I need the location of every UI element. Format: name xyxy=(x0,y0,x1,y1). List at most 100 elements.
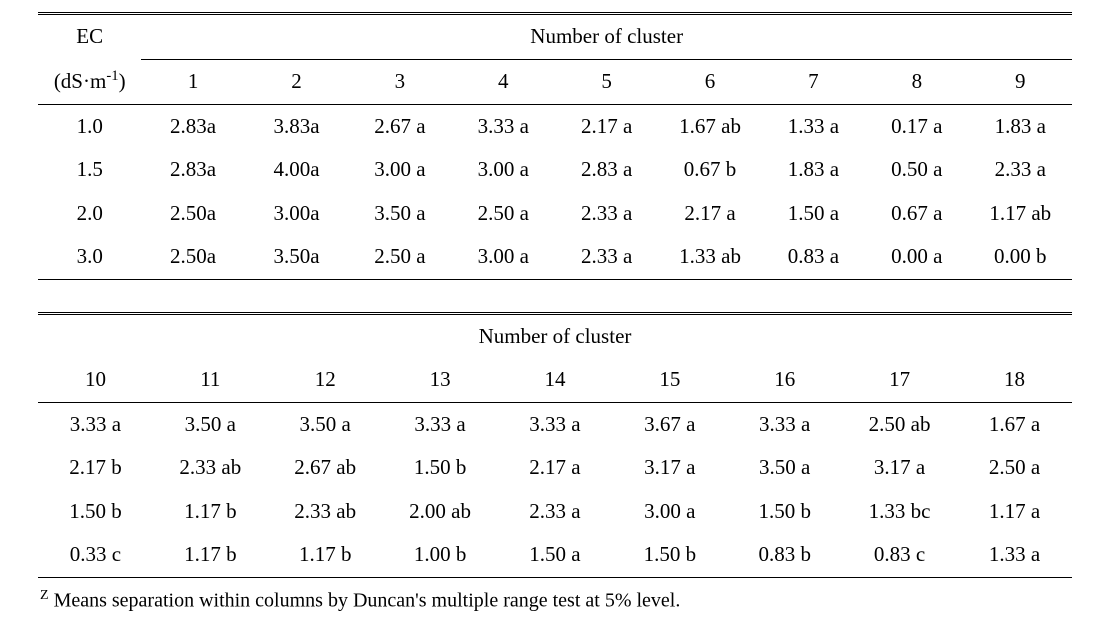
t2-r3-c9: 1.17 a xyxy=(957,490,1072,534)
t2-col-10: 10 xyxy=(38,358,153,402)
t1-span-header: Number of cluster xyxy=(141,14,1072,60)
t1-r4-c9: 0.00 b xyxy=(969,235,1072,279)
t1-r1-c9: 1.83 a xyxy=(969,104,1072,148)
t2-r1-c1: 3.33 a xyxy=(38,402,153,446)
t1-col-8: 8 xyxy=(865,59,968,104)
t2-r2-c9: 2.50 a xyxy=(957,446,1072,490)
t2-r2-c2: 2.33 ab xyxy=(153,446,268,490)
footnote: Z Means separation within columns by Dun… xyxy=(38,588,1072,613)
t2-r3-c4: 2.00 ab xyxy=(383,490,498,534)
t1-r1-c5: 2.17 a xyxy=(555,104,658,148)
t1-col-1: 1 xyxy=(141,59,244,104)
t1-r4-c8: 0.00 a xyxy=(865,235,968,279)
t1-r3-c4: 2.50 a xyxy=(452,192,555,236)
table-gap xyxy=(38,280,1072,312)
t1-ec-unit: (dS·m-1) xyxy=(38,59,141,104)
t1-r1-c4: 3.33 a xyxy=(452,104,555,148)
t2-r1-c3: 3.50 a xyxy=(268,402,383,446)
t1-col-9: 9 xyxy=(969,59,1072,104)
t1-r2-c9: 2.33 a xyxy=(969,148,1072,192)
t2-r4-c5: 1.50 a xyxy=(498,533,613,577)
t1-r3-c2: 3.00a xyxy=(245,192,348,236)
t2-r2-c5: 2.17 a xyxy=(498,446,613,490)
table-1: EC Number of cluster (dS·m-1) 1 2 3 4 5 … xyxy=(38,12,1072,280)
t1-r3-c7: 1.50 a xyxy=(762,192,865,236)
t1-r1-ec: 1.0 xyxy=(38,104,141,148)
t2-r2-c6: 3.17 a xyxy=(612,446,727,490)
t2-r1-c6: 3.67 a xyxy=(612,402,727,446)
t2-r4-c1: 0.33 c xyxy=(38,533,153,577)
t1-r2-c7: 1.83 a xyxy=(762,148,865,192)
t1-ec-label: EC xyxy=(38,14,141,60)
t1-r3-ec: 2.0 xyxy=(38,192,141,236)
t1-r2-c3: 3.00 a xyxy=(348,148,451,192)
t2-r3-c8: 1.33 bc xyxy=(842,490,957,534)
t2-r2-c1: 2.17 b xyxy=(38,446,153,490)
t1-r2-ec: 1.5 xyxy=(38,148,141,192)
t1-col-4: 4 xyxy=(452,59,555,104)
t1-r2-c6: 0.67 b xyxy=(658,148,761,192)
t2-r1-c7: 3.33 a xyxy=(727,402,842,446)
t2-span-header: Number of cluster xyxy=(38,313,1072,358)
t2-r3-c5: 2.33 a xyxy=(498,490,613,534)
t1-r2-c8: 0.50 a xyxy=(865,148,968,192)
t1-r1-c2: 3.83a xyxy=(245,104,348,148)
table-2: Number of cluster 10 11 12 13 14 15 16 1… xyxy=(38,312,1072,578)
t1-r4-c5: 2.33 a xyxy=(555,235,658,279)
t1-r3-c9: 1.17 ab xyxy=(969,192,1072,236)
t2-r3-c7: 1.50 b xyxy=(727,490,842,534)
t1-r3-c1: 2.50a xyxy=(141,192,244,236)
table-row: 3.33 a 3.50 a 3.50 a 3.33 a 3.33 a 3.67 … xyxy=(38,402,1072,446)
t2-col-17: 17 xyxy=(842,358,957,402)
t1-col-2: 2 xyxy=(245,59,348,104)
t2-r4-c6: 1.50 b xyxy=(612,533,727,577)
t1-r1-c8: 0.17 a xyxy=(865,104,968,148)
t2-r4-c2: 1.17 b xyxy=(153,533,268,577)
t1-col-6: 6 xyxy=(658,59,761,104)
t2-r3-c1: 1.50 b xyxy=(38,490,153,534)
table-row: 1.5 2.83a 4.00a 3.00 a 3.00 a 2.83 a 0.6… xyxy=(38,148,1072,192)
t2-col-18: 18 xyxy=(957,358,1072,402)
t1-col-5: 5 xyxy=(555,59,658,104)
t1-r3-c6: 2.17 a xyxy=(658,192,761,236)
t2-r1-c9: 1.67 a xyxy=(957,402,1072,446)
t2-col-11: 11 xyxy=(153,358,268,402)
t2-r4-c8: 0.83 c xyxy=(842,533,957,577)
t2-r2-c7: 3.50 a xyxy=(727,446,842,490)
t2-r4-c9: 1.33 a xyxy=(957,533,1072,577)
t2-r1-c8: 2.50 ab xyxy=(842,402,957,446)
t2-r2-c3: 2.67 ab xyxy=(268,446,383,490)
t2-body: 3.33 a 3.50 a 3.50 a 3.33 a 3.33 a 3.67 … xyxy=(38,402,1072,577)
t1-r2-c2: 4.00a xyxy=(245,148,348,192)
t1-r1-c3: 2.67 a xyxy=(348,104,451,148)
t2-r2-c4: 1.50 b xyxy=(383,446,498,490)
table-row: 2.17 b 2.33 ab 2.67 ab 1.50 b 2.17 a 3.1… xyxy=(38,446,1072,490)
t1-r2-c1: 2.83a xyxy=(141,148,244,192)
t1-col-7: 7 xyxy=(762,59,865,104)
t2-r1-c4: 3.33 a xyxy=(383,402,498,446)
t2-r3-c6: 3.00 a xyxy=(612,490,727,534)
t1-r2-c4: 3.00 a xyxy=(452,148,555,192)
t2-r4-c4: 1.00 b xyxy=(383,533,498,577)
t1-r4-c4: 3.00 a xyxy=(452,235,555,279)
t2-col-14: 14 xyxy=(498,358,613,402)
t2-r1-c5: 3.33 a xyxy=(498,402,613,446)
t1-r4-c6: 1.33 ab xyxy=(658,235,761,279)
t1-r3-c3: 3.50 a xyxy=(348,192,451,236)
t1-r4-c7: 0.83 a xyxy=(762,235,865,279)
t1-r1-c6: 1.67 ab xyxy=(658,104,761,148)
t2-r4-c3: 1.17 b xyxy=(268,533,383,577)
t1-r2-c5: 2.83 a xyxy=(555,148,658,192)
table-row: 2.0 2.50a 3.00a 3.50 a 2.50 a 2.33 a 2.1… xyxy=(38,192,1072,236)
t1-r3-c5: 2.33 a xyxy=(555,192,658,236)
table-row: 1.0 2.83a 3.83a 2.67 a 3.33 a 2.17 a 1.6… xyxy=(38,104,1072,148)
t2-col-12: 12 xyxy=(268,358,383,402)
t2-r2-c8: 3.17 a xyxy=(842,446,957,490)
t2-r3-c3: 2.33 ab xyxy=(268,490,383,534)
t2-col-16: 16 xyxy=(727,358,842,402)
t1-body: 1.0 2.83a 3.83a 2.67 a 3.33 a 2.17 a 1.6… xyxy=(38,104,1072,279)
table-row: 1.50 b 1.17 b 2.33 ab 2.00 ab 2.33 a 3.0… xyxy=(38,490,1072,534)
t1-r1-c7: 1.33 a xyxy=(762,104,865,148)
table-row: 0.33 c 1.17 b 1.17 b 1.00 b 1.50 a 1.50 … xyxy=(38,533,1072,577)
t2-col-15: 15 xyxy=(612,358,727,402)
